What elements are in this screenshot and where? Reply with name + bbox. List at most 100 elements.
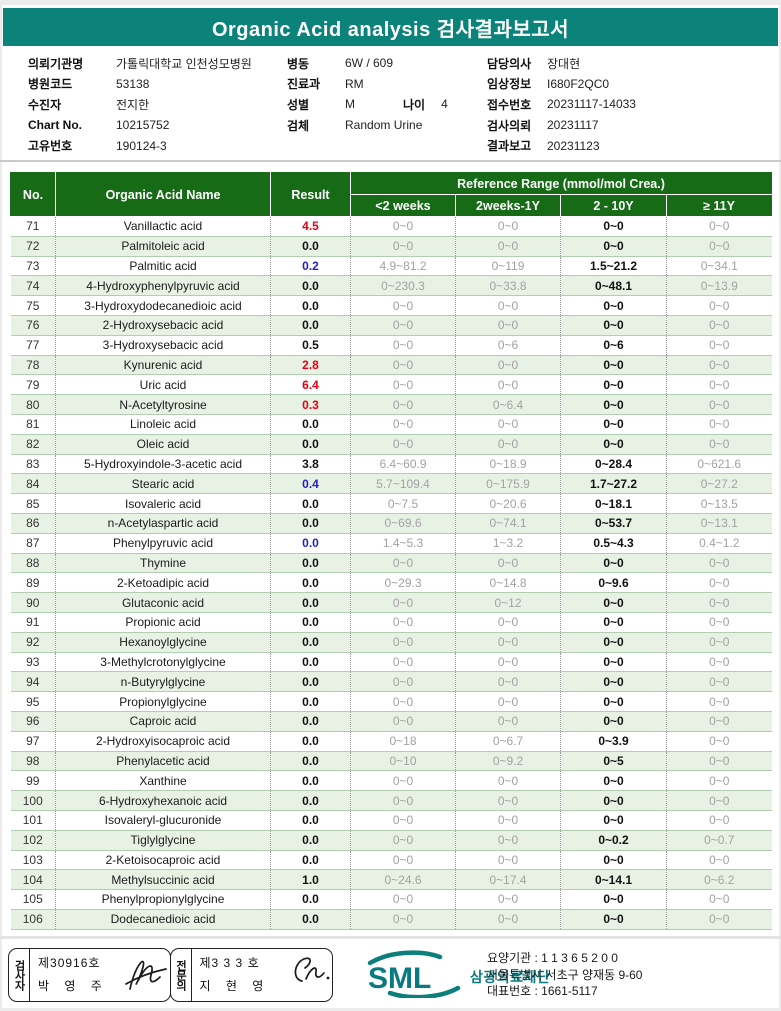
table-row: 83 5-Hydroxyindole-3-acetic acid 3.8 6.4~60… <box>10 453 772 474</box>
range-under-2weeks: 0~0 <box>350 394 456 415</box>
range-over-11y: 0~0 <box>665 295 772 316</box>
result-value: 0.0 <box>270 532 351 554</box>
table-row: 77 3-Hydroxysebacic acid 0.5 0~0 0~6 0~6 0~0 <box>10 334 772 356</box>
range-2-10y: 0~6 <box>560 334 667 356</box>
svg-text:SML: SML <box>368 962 431 995</box>
range-over-11y: 0~13.5 <box>665 493 772 514</box>
range-under-2weeks: 0~0 <box>350 334 456 356</box>
specialist-name: 지 현 영 <box>199 979 270 993</box>
range-2-10y: 0~14.1 <box>560 869 667 890</box>
row-number: 78 <box>10 354 56 375</box>
range-2-10y: 0~0 <box>560 710 667 732</box>
range-over-11y: 0~0 <box>665 908 772 930</box>
row-number: 93 <box>10 651 56 672</box>
row-number: 100 <box>10 790 56 811</box>
table-row: 103 2-Ketoisocaproic acid 0.0 0~0 0~0 0~0 0~0 <box>10 849 772 870</box>
acid-name: Propionylglycine <box>55 691 271 712</box>
table-row: 101 Isovaleryl-glucuronide 0.0 0~0 0~0 0~0 0~0 <box>10 809 772 831</box>
patient-info-row: 의뢰기관명 가톨릭대학교 인천성모병원 <box>28 53 283 74</box>
range-2-10y: 0~0 <box>560 908 667 930</box>
result-value: 0.0 <box>270 849 351 870</box>
range-under-2weeks: 0~0 <box>350 631 456 653</box>
sml-org-name: 삼광의료재단 <box>470 968 551 985</box>
acid-name: Palmitic acid <box>55 255 271 276</box>
row-number: 91 <box>10 611 56 633</box>
acid-name: Palmitoleic acid <box>55 235 271 257</box>
range-over-11y: 0~6.2 <box>665 869 772 890</box>
patient-info-col1: 의뢰기관명 가톨릭대학교 인천성모병원 병원코드 53138 수진자 전지한 Chart N… <box>28 53 283 156</box>
result-value: 0.0 <box>270 809 351 831</box>
row-number: 72 <box>10 235 56 257</box>
acid-name: Phenylpyruvic acid <box>55 532 271 554</box>
range-over-11y: 0~0 <box>665 770 772 791</box>
info-value: 전지한 <box>116 97 150 112</box>
org-address: 서울특별시 서초구 양재동 9-60 <box>487 967 643 982</box>
tester-cert-number: 제30916호 <box>38 956 101 970</box>
range-2-10y: 0~53.7 <box>560 512 667 534</box>
row-number: 85 <box>10 493 56 514</box>
patient-info-col2: 병동 6W / 609 진료과 RM 성별 M 나이 4 검체 Random Urine <box>287 53 482 135</box>
row-number: 106 <box>10 908 56 930</box>
range-over-11y: 0~0 <box>665 216 772 237</box>
range-2-10y: 0~0 <box>560 671 667 692</box>
info-label: 검사의뢰 <box>487 118 532 133</box>
result-value: 0.0 <box>270 275 351 296</box>
range-under-2weeks: 0~0 <box>350 552 456 573</box>
range-2weeks-1y: 0~0 <box>455 552 561 573</box>
table-row: 91 Propionic acid 0.0 0~0 0~0 0~0 0~0 <box>10 611 772 633</box>
range-2weeks-1y: 0~0 <box>455 314 561 336</box>
row-number: 86 <box>10 512 56 534</box>
col-header-name: Organic Acid Name <box>55 172 271 217</box>
acid-name: Isovaleric acid <box>55 493 271 514</box>
range-under-2weeks: 0~0 <box>350 671 456 692</box>
range-2weeks-1y: 0~74.1 <box>455 512 561 534</box>
result-value: 3.8 <box>270 453 351 474</box>
row-number: 76 <box>10 314 56 336</box>
table-row: 84 Stearic acid 0.4 5.7~109.4 0~175.9 1.7~27.… <box>10 473 772 494</box>
acid-name: Phenylacetic acid <box>55 750 271 771</box>
row-number: 95 <box>10 691 56 712</box>
patient-info-row: 성별 M 나이 4 <box>287 94 482 115</box>
result-value: 0.0 <box>270 730 351 752</box>
specialist-signature-icon <box>286 951 332 1002</box>
result-value: 0.0 <box>270 750 351 771</box>
range-under-2weeks: 0~0 <box>350 770 456 791</box>
info-label: 진료과 <box>287 77 321 92</box>
range-2weeks-1y: 0~0 <box>455 413 561 435</box>
acid-name: 4-Hydroxyphenylpyruvic acid <box>55 275 271 296</box>
tester-stamp: 검사자 제30916호 박 영 주 <box>8 948 171 1002</box>
result-value: 0.0 <box>270 413 351 435</box>
table-row: 90 Glutaconic acid 0.0 0~0 0~12 0~0 0~0 <box>10 592 772 613</box>
table-row: 80 N-Acetyltyrosine 0.3 0~0 0~6.4 0~0 0~0 <box>10 394 772 415</box>
range-under-2weeks: 0~0 <box>350 908 456 930</box>
range-2-10y: 0~0 <box>560 314 667 336</box>
result-value: 0.0 <box>270 512 351 534</box>
row-number: 77 <box>10 334 56 356</box>
result-value: 0.2 <box>270 255 351 276</box>
result-value: 0.4 <box>270 473 351 494</box>
info-label: 수진자 <box>28 97 62 112</box>
acid-name: Phenylpropionylglycine <box>55 889 271 910</box>
range-2weeks-1y: 0~0 <box>455 849 561 870</box>
range-2weeks-1y: 0~0 <box>455 710 561 732</box>
col-header-2-10y: 2 - 10Y <box>560 194 667 217</box>
row-number: 87 <box>10 532 56 554</box>
range-under-2weeks: 0~0 <box>350 216 456 237</box>
range-2-10y: 0~18.1 <box>560 493 667 514</box>
table-row: 81 Linoleic acid 0.0 0~0 0~0 0~0 0~0 <box>10 413 772 435</box>
range-under-2weeks: 0~0 <box>350 314 456 336</box>
range-2-10y: 0~0 <box>560 631 667 653</box>
result-value: 0.0 <box>270 235 351 257</box>
result-value: 0.0 <box>270 651 351 672</box>
range-over-11y: 0~0 <box>665 750 772 771</box>
row-number: 75 <box>10 295 56 316</box>
acid-name: Xanthine <box>55 770 271 791</box>
acid-name: Caproic acid <box>55 710 271 732</box>
result-value: 1.0 <box>270 869 351 890</box>
table-row: 95 Propionylglycine 0.0 0~0 0~0 0~0 0~0 <box>10 691 772 712</box>
range-2-10y: 0~0 <box>560 592 667 613</box>
info-label: 고유번호 <box>28 139 73 154</box>
page-frame-left <box>0 0 2 1011</box>
range-2-10y: 0~0 <box>560 394 667 415</box>
range-2-10y: 0~0 <box>560 552 667 573</box>
